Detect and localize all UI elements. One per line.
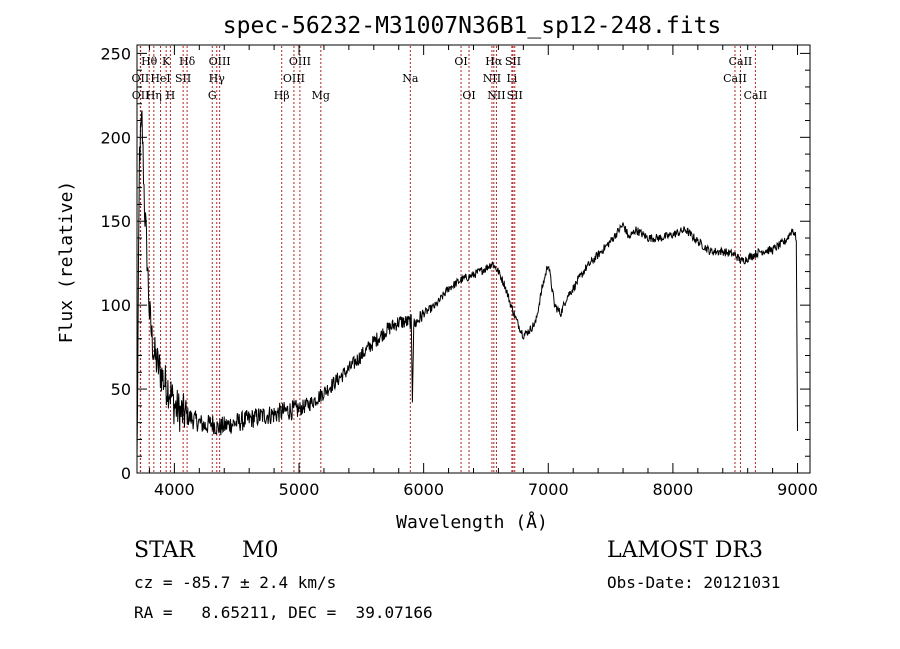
x-tick-label: 9000 [777,480,818,499]
line-marker-label: OII [132,72,150,85]
plot-frame [136,44,811,474]
survey-name: LAMOST DR3 [607,538,763,563]
line-marker-label: CaII [729,55,753,68]
y-axis: 0 50 100 150 200 250 [100,44,810,483]
line-marker-label: OIII [209,55,231,68]
object-class: STAR [134,538,195,563]
line-marker-label: H [166,89,176,102]
object-subclass: M0 [242,538,279,563]
emission-line-markers [139,46,756,472]
line-marker-label: Hγ [209,72,226,85]
line-marker-label: Hθ [141,55,158,68]
y-tick-label: 100 [100,296,131,315]
line-marker-label: NII [483,72,501,85]
line-marker-label: Hη [146,89,162,102]
spectrum-line [136,110,798,459]
y-tick-label: 150 [100,212,131,231]
line-marker-label: Na [402,72,419,85]
observation-date: Obs-Date: 20121031 [607,573,781,592]
x-tick-label: 6000 [403,480,444,499]
line-marker-label: Hβ [274,89,290,102]
line-marker-label: Mg [312,89,330,102]
spectrum-series [136,110,798,459]
y-axis-label: Flux (relative) [56,181,77,344]
line-marker-label: OIII [289,55,311,68]
y-tick-label: 250 [100,44,131,63]
line-marker-label: OII [132,89,150,102]
line-marker-label: Hδ [179,55,196,68]
x-tick-label: 5000 [279,480,320,499]
x-tick-label: 7000 [528,480,569,499]
line-marker-label: SII [507,89,523,102]
redshift-velocity: cz = -85.7 ± 2.4 km/s [134,573,337,592]
y-tick-label: 0 [121,464,131,483]
line-labels: Hθ OII OII K HeI Hη Hδ SII H OIII Hγ G OIII OIII Hβ Mg N… [132,55,768,102]
line-marker-label: SII [175,72,191,85]
line-marker-label: NII [487,89,505,102]
line-marker-label: OI [454,55,467,68]
sky-coordinates: RA = 8.65211, DEC = 39.07166 [134,603,433,622]
y-tick-label: 50 [111,380,131,399]
line-marker-label: CaII [723,72,747,85]
y-tick-label: 200 [100,128,131,147]
line-marker-label: Li [506,72,517,85]
x-axis-label: Wavelength (Å) [396,511,548,533]
line-marker-label: SII [505,55,521,68]
line-marker-label: G [208,89,217,102]
line-marker-label: OI [462,89,475,102]
line-marker-label: HeI [150,72,170,85]
chart-title: spec-56232-M31007N36B1_sp12-248.fits [223,13,722,39]
x-axis: 4000 5000 6000 7000 8000 9000 [148,45,818,499]
line-marker-label: CaII [744,89,768,102]
line-marker-label: Hα [485,55,503,68]
x-tick-label: 4000 [154,480,195,499]
x-tick-label: 8000 [653,480,694,499]
line-marker-label: K [162,55,171,68]
line-marker-label: OIII [283,72,305,85]
